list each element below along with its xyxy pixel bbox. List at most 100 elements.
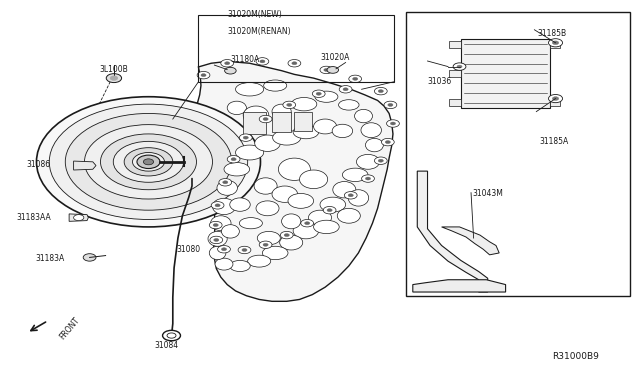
Circle shape [74, 215, 84, 221]
Ellipse shape [282, 214, 301, 229]
Ellipse shape [272, 186, 298, 202]
Polygon shape [74, 161, 96, 170]
Ellipse shape [262, 246, 288, 260]
Ellipse shape [256, 201, 279, 216]
Ellipse shape [342, 168, 368, 182]
Circle shape [221, 248, 227, 251]
Ellipse shape [264, 80, 287, 91]
Ellipse shape [315, 91, 338, 102]
Circle shape [84, 125, 212, 199]
Circle shape [283, 101, 296, 109]
Polygon shape [69, 214, 88, 221]
Circle shape [223, 181, 228, 184]
Ellipse shape [293, 125, 319, 139]
Text: 31020M(RENAN): 31020M(RENAN) [227, 27, 291, 36]
Circle shape [100, 134, 196, 190]
Circle shape [305, 222, 310, 225]
Circle shape [316, 92, 321, 95]
Text: 31086: 31086 [27, 160, 51, 169]
Ellipse shape [254, 178, 277, 194]
Circle shape [213, 224, 218, 227]
Text: 31043M: 31043M [472, 189, 503, 198]
Circle shape [263, 243, 268, 246]
Circle shape [36, 97, 260, 227]
Ellipse shape [278, 158, 310, 180]
Ellipse shape [257, 231, 280, 245]
Circle shape [312, 90, 325, 97]
Circle shape [227, 155, 240, 163]
Circle shape [327, 67, 339, 73]
Circle shape [349, 75, 362, 83]
Text: 31185B: 31185B [538, 29, 567, 38]
Circle shape [106, 74, 122, 83]
Circle shape [219, 179, 232, 186]
Text: 31185A: 31185A [540, 137, 569, 146]
Circle shape [353, 77, 358, 80]
Circle shape [552, 41, 559, 45]
Text: 31020M(NEW): 31020M(NEW) [227, 10, 282, 19]
Circle shape [362, 175, 374, 182]
Circle shape [385, 141, 390, 144]
Text: 31183A: 31183A [35, 254, 65, 263]
Ellipse shape [332, 124, 353, 138]
Circle shape [324, 68, 329, 71]
Ellipse shape [217, 180, 237, 195]
Bar [406, 12, 630, 296]
Circle shape [225, 67, 236, 74]
Bar [461, 39, 550, 108]
Bar [99, 104, 202, 205]
Circle shape [259, 115, 272, 123]
Text: 31080: 31080 [176, 245, 200, 254]
Circle shape [163, 330, 180, 341]
Ellipse shape [280, 235, 303, 250]
Circle shape [260, 60, 265, 63]
Circle shape [143, 159, 154, 165]
Ellipse shape [314, 119, 337, 134]
Ellipse shape [361, 123, 381, 138]
Ellipse shape [333, 182, 356, 198]
Ellipse shape [272, 104, 291, 119]
Circle shape [390, 122, 396, 125]
Circle shape [132, 153, 164, 171]
Ellipse shape [320, 197, 346, 212]
Circle shape [256, 58, 269, 65]
Polygon shape [417, 171, 488, 292]
Ellipse shape [209, 246, 226, 260]
Ellipse shape [300, 170, 328, 189]
Ellipse shape [356, 154, 380, 169]
Ellipse shape [348, 190, 369, 206]
Circle shape [83, 254, 96, 261]
Text: 31180A: 31180A [230, 55, 260, 64]
Bar [198, 15, 394, 82]
Bar [550, 99, 560, 106]
Ellipse shape [230, 198, 250, 211]
Circle shape [215, 204, 220, 207]
Bar [243, 112, 266, 134]
Circle shape [327, 209, 332, 212]
Ellipse shape [243, 106, 269, 125]
Ellipse shape [293, 222, 319, 239]
Circle shape [381, 138, 394, 146]
Circle shape [201, 74, 206, 77]
Ellipse shape [221, 225, 239, 238]
Text: R31000B9: R31000B9 [552, 352, 598, 361]
Circle shape [374, 157, 387, 164]
Ellipse shape [365, 138, 383, 152]
Circle shape [387, 120, 399, 127]
Circle shape [263, 118, 268, 121]
Circle shape [384, 101, 397, 109]
Text: FRONT: FRONT [58, 315, 81, 341]
Ellipse shape [208, 231, 227, 246]
Circle shape [231, 158, 236, 161]
Circle shape [239, 134, 252, 141]
Circle shape [378, 90, 383, 93]
Bar [449, 99, 461, 106]
Ellipse shape [211, 216, 231, 231]
Circle shape [243, 136, 248, 139]
Ellipse shape [337, 208, 360, 223]
Ellipse shape [308, 210, 332, 225]
Circle shape [301, 219, 314, 227]
Circle shape [344, 192, 357, 199]
Circle shape [457, 65, 462, 68]
Circle shape [378, 159, 383, 162]
